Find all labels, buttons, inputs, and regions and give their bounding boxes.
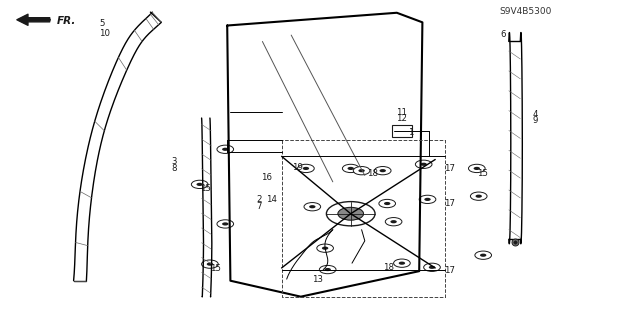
Text: 17: 17 [444, 164, 454, 173]
Text: 17: 17 [444, 199, 454, 208]
Text: 10: 10 [99, 29, 110, 38]
Text: 7: 7 [256, 202, 262, 211]
Circle shape [338, 207, 364, 220]
Circle shape [202, 260, 218, 268]
Circle shape [217, 145, 234, 153]
Circle shape [415, 160, 432, 168]
Circle shape [470, 192, 487, 200]
Circle shape [429, 266, 435, 269]
Circle shape [358, 169, 365, 172]
Text: 15: 15 [210, 264, 221, 273]
Text: 13: 13 [312, 275, 323, 284]
Circle shape [419, 195, 436, 204]
Circle shape [474, 167, 480, 170]
Circle shape [309, 205, 316, 208]
Circle shape [304, 203, 321, 211]
Circle shape [324, 268, 331, 271]
Circle shape [353, 167, 370, 175]
Text: 15: 15 [200, 184, 211, 193]
Text: 19: 19 [292, 163, 303, 172]
Text: 8: 8 [172, 164, 177, 173]
Circle shape [385, 218, 402, 226]
Text: 12: 12 [396, 114, 406, 123]
Text: 11: 11 [396, 108, 406, 117]
Circle shape [390, 220, 397, 223]
Text: 3: 3 [172, 157, 177, 166]
Circle shape [298, 164, 314, 173]
Circle shape [424, 198, 431, 201]
Text: 1: 1 [408, 128, 413, 137]
Text: 6: 6 [500, 30, 506, 39]
Text: 5: 5 [99, 19, 105, 28]
Circle shape [384, 202, 390, 205]
Text: 18: 18 [383, 263, 394, 271]
Circle shape [380, 169, 386, 172]
Text: FR.: FR. [56, 16, 76, 26]
Circle shape [468, 164, 485, 173]
Circle shape [317, 244, 333, 252]
Text: 2: 2 [256, 195, 262, 204]
Circle shape [480, 254, 486, 257]
Text: 18: 18 [367, 169, 378, 178]
Circle shape [322, 247, 328, 250]
Circle shape [475, 251, 492, 259]
Circle shape [379, 199, 396, 208]
Circle shape [420, 163, 427, 166]
Text: S9V4B5300: S9V4B5300 [499, 7, 552, 16]
Circle shape [217, 220, 234, 228]
Text: 16: 16 [261, 173, 272, 182]
FancyBboxPatch shape [392, 125, 412, 137]
Text: 15: 15 [477, 169, 488, 178]
Text: 9: 9 [532, 116, 538, 125]
Text: 14: 14 [266, 195, 276, 204]
Circle shape [348, 167, 354, 170]
FancyArrowPatch shape [17, 14, 50, 25]
Circle shape [399, 262, 405, 265]
Circle shape [222, 148, 228, 151]
Circle shape [424, 263, 440, 271]
Text: 17: 17 [444, 266, 454, 275]
Circle shape [222, 222, 228, 226]
Circle shape [196, 183, 203, 186]
Circle shape [207, 263, 213, 266]
Circle shape [191, 180, 208, 189]
Circle shape [476, 195, 482, 198]
Circle shape [319, 265, 336, 274]
Circle shape [374, 167, 391, 175]
Circle shape [303, 167, 309, 170]
Text: 4: 4 [532, 110, 538, 119]
Circle shape [394, 259, 410, 267]
Circle shape [342, 164, 359, 173]
